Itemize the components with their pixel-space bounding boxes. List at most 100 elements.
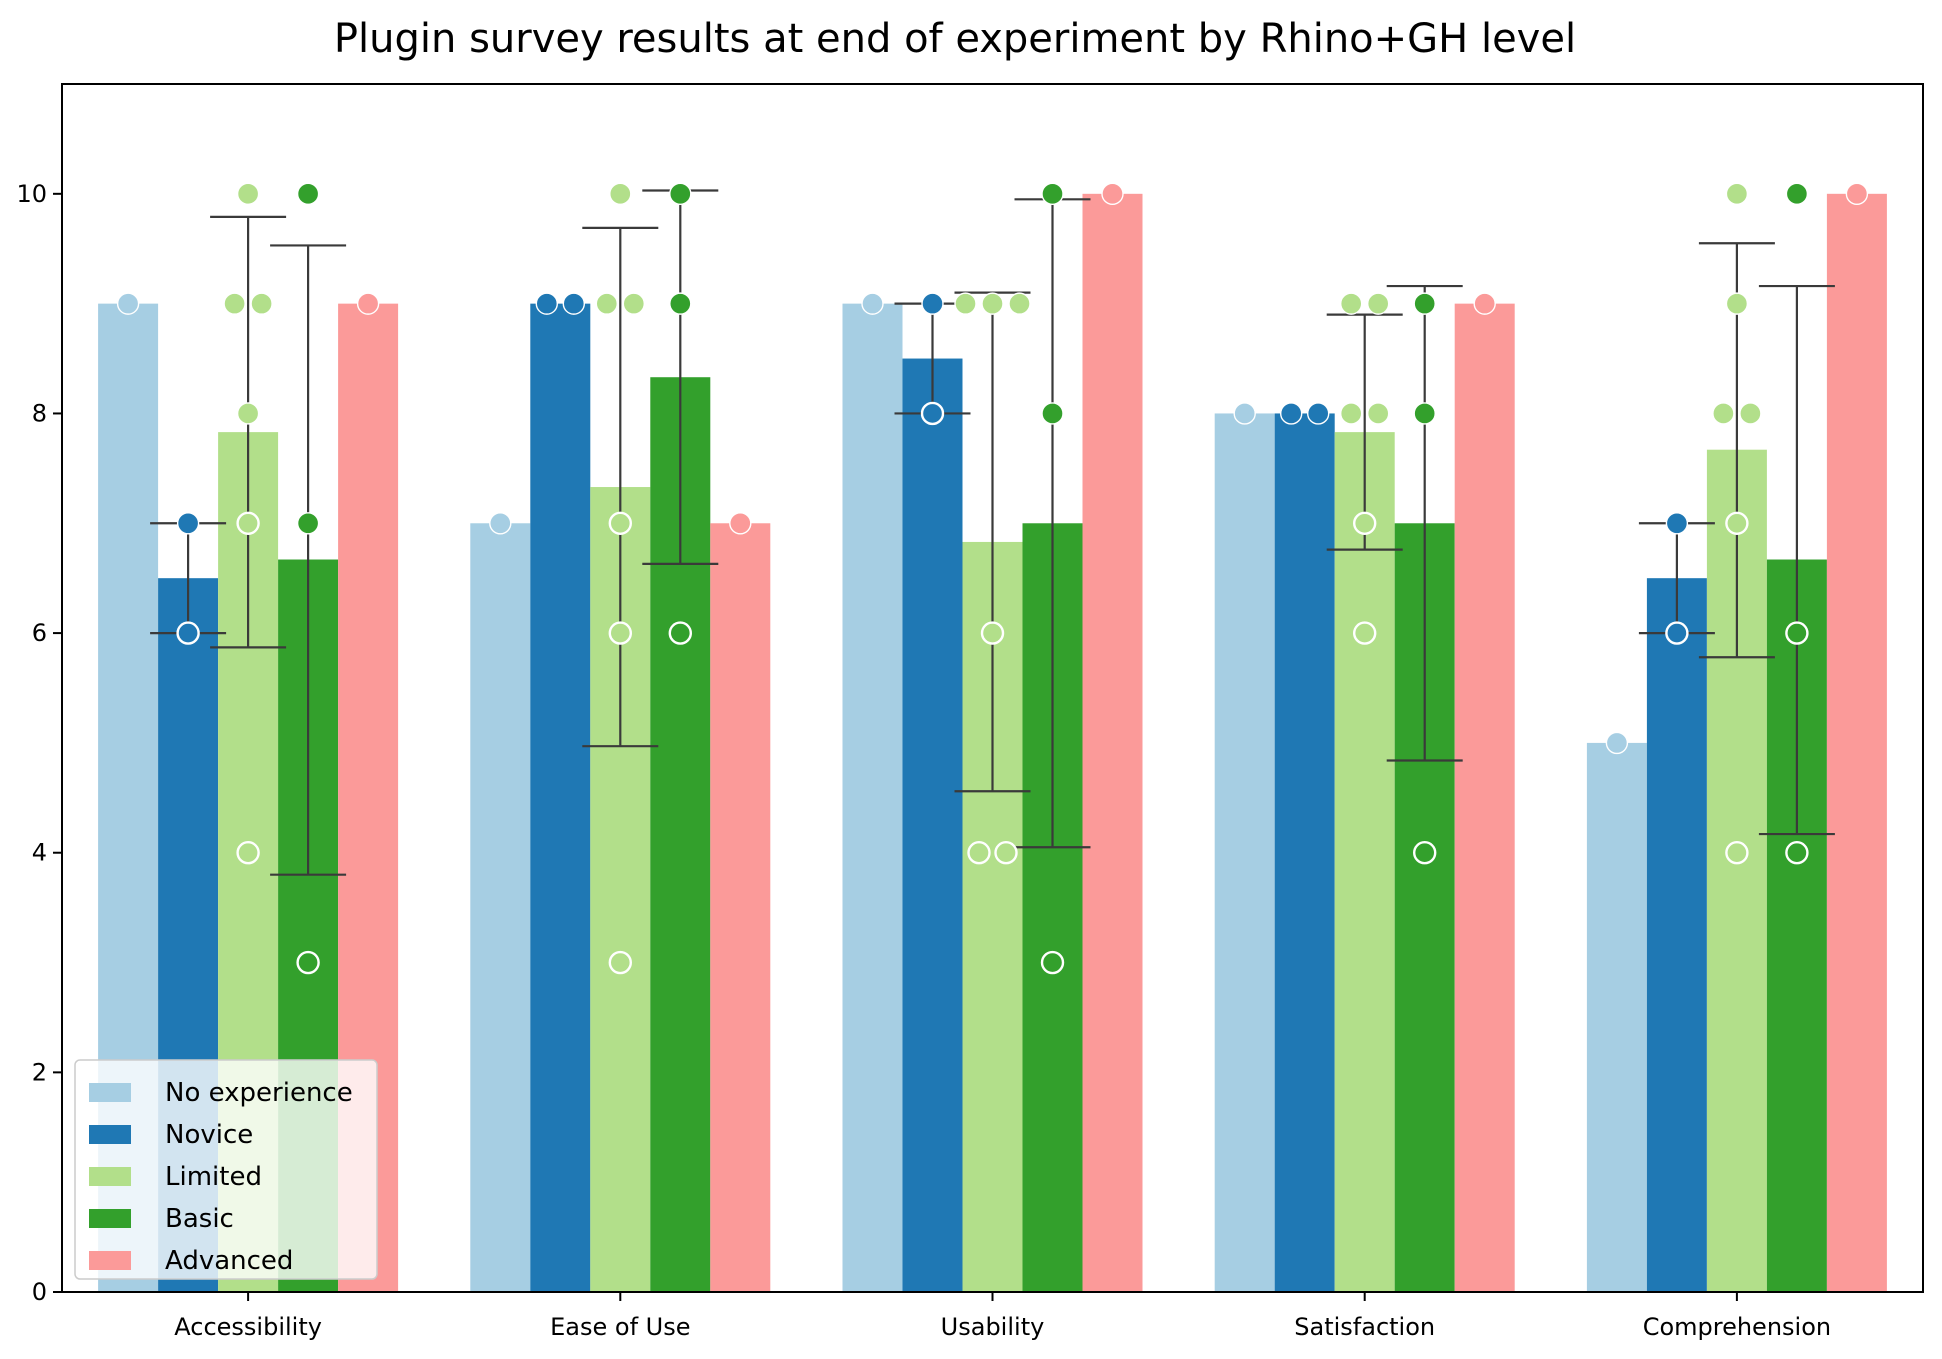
point-limited-4 (1352, 621, 1377, 645)
y-tick-label: 0 (32, 1278, 47, 1306)
y-tick-label: 8 (32, 399, 47, 427)
point-limited-4 (1366, 292, 1390, 315)
point-limited-2 (622, 292, 645, 315)
point-basic-2 (668, 621, 692, 645)
point-limited-5 (1725, 292, 1749, 315)
plot-frame (61, 83, 1924, 1293)
point-advanced-1 (356, 292, 380, 315)
point-limited-1 (236, 841, 260, 865)
bar-limited-4 (1334, 432, 1395, 1292)
error-bar-limited-4 (1326, 313, 1403, 551)
bar-advanced-4 (1454, 303, 1515, 1292)
bar-advanced-5 (1826, 193, 1887, 1293)
point-novice-1 (176, 621, 200, 645)
legend-swatch (89, 1167, 131, 1186)
legend-swatch (89, 1209, 131, 1228)
error-bars-layer (150, 189, 1835, 876)
legend-label: Novice (165, 1120, 253, 1150)
point-no-experience-5 (1605, 731, 1629, 755)
point-novice-3 (920, 401, 945, 426)
bar-advanced-3 (1082, 193, 1143, 1293)
point-limited-1 (236, 402, 260, 425)
y-tick-label: 2 (32, 1058, 47, 1086)
point-basic-2 (669, 182, 692, 206)
point-limited-1 (236, 182, 260, 206)
point-basic-2 (669, 292, 692, 315)
point-limited-4 (1366, 402, 1390, 425)
point-basic-3 (1041, 402, 1064, 425)
point-no-experience-2 (489, 512, 512, 535)
point-limited-3 (967, 841, 991, 865)
point-basic-5 (1785, 182, 1809, 206)
point-novice-5 (1665, 621, 1689, 645)
points-layer (116, 182, 1869, 975)
bar-no-experience-5 (1586, 742, 1647, 1292)
x-tick-label: Ease of Use (550, 1313, 690, 1341)
bar-novice-2 (530, 303, 591, 1292)
point-limited-2 (609, 182, 632, 206)
point-limited-4 (1339, 402, 1363, 425)
point-advanced-5 (1845, 182, 1869, 206)
legend-label: Advanced (165, 1246, 293, 1276)
point-limited-3 (980, 621, 1005, 645)
point-limited-2 (595, 292, 618, 315)
point-limited-5 (1712, 402, 1735, 425)
point-basic-3 (1041, 182, 1064, 206)
bar-novice-5 (1646, 578, 1707, 1292)
error-bar-limited-2 (582, 226, 659, 748)
legend-label: Basic (165, 1204, 234, 1234)
point-limited-2 (608, 511, 632, 535)
point-limited-1 (250, 292, 273, 315)
point-novice-4 (1306, 402, 1330, 425)
point-basic-4 (1413, 402, 1436, 425)
point-limited-5 (1725, 182, 1749, 206)
point-basic-3 (1040, 950, 1065, 975)
legend-swatch (89, 1083, 131, 1102)
point-basic-1 (296, 182, 320, 206)
point-no-experience-1 (116, 292, 140, 315)
chart-title: Plugin survey results at end of experime… (334, 16, 1576, 62)
legend-label: Limited (165, 1162, 262, 1192)
point-novice-5 (1665, 512, 1689, 535)
point-basic-4 (1412, 841, 1437, 865)
bar-novice-3 (902, 358, 963, 1293)
point-basic-4 (1413, 292, 1436, 315)
bar-novice-4 (1274, 413, 1335, 1292)
point-advanced-2 (729, 512, 752, 535)
point-limited-3 (954, 292, 977, 315)
legend-box (74, 1059, 378, 1280)
point-limited-1 (223, 292, 246, 315)
legend: No experience Novice Limited Basic Advanced (74, 1059, 378, 1280)
point-limited-2 (608, 621, 632, 645)
point-limited-4 (1339, 292, 1363, 315)
legend-label: No experience (165, 1078, 353, 1108)
error-bar-limited-1 (210, 215, 287, 649)
point-limited-2 (608, 950, 632, 975)
legend-swatch (89, 1125, 131, 1144)
point-limited-3 (981, 292, 1004, 315)
bar-no-experience-2 (470, 523, 531, 1292)
point-limited-5 (1725, 511, 1749, 535)
x-tick-label: Usability (941, 1313, 1045, 1341)
point-basic-1 (296, 512, 320, 535)
bar-advanced-2 (710, 523, 771, 1292)
point-novice-4 (1279, 402, 1303, 425)
point-no-experience-4 (1233, 402, 1256, 425)
point-advanced-4 (1473, 292, 1496, 315)
x-tick-label: Satisfaction (1294, 1313, 1435, 1341)
legend-swatch (89, 1251, 131, 1270)
point-novice-1 (176, 512, 200, 535)
point-limited-5 (1725, 841, 1749, 865)
axes-layer: Accessibility Ease of Use Usability Satisfa… (16, 83, 1924, 1341)
point-basic-5 (1785, 621, 1809, 645)
y-tick-label: 4 (32, 839, 47, 867)
point-no-experience-3 (861, 292, 884, 315)
point-limited-3 (1008, 292, 1031, 315)
point-limited-4 (1352, 511, 1377, 535)
error-bar-basic-1 (270, 244, 347, 876)
point-limited-3 (994, 841, 1018, 865)
point-basic-5 (1785, 841, 1809, 865)
point-novice-2 (562, 292, 585, 315)
